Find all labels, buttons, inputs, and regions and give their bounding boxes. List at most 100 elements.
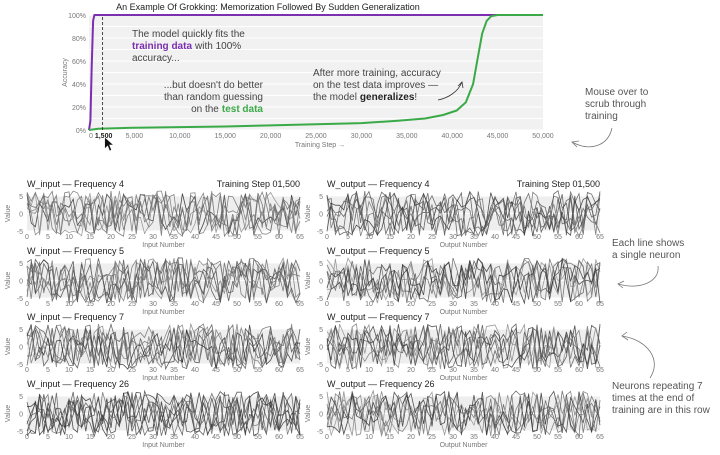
side-note-scrub-line1: Mouse over to	[585, 87, 649, 98]
panel-x-tick-label: 45	[512, 234, 520, 241]
panel-neuron-lines	[26, 190, 301, 238]
panel-x-tick-label: 55	[554, 367, 562, 374]
neuron-line	[326, 191, 601, 237]
panel-x-tick-label: 35	[470, 301, 478, 308]
panel-x-tick-label: 60	[575, 234, 583, 241]
annotation-arrowhead	[457, 81, 464, 89]
panel-title: W_input — Frequency 7	[27, 312, 124, 322]
neuron-line	[326, 323, 601, 370]
panel-x-axis-label: Output Number	[440, 242, 489, 249]
panel-x-tick-label: 5	[346, 234, 350, 241]
panel-x-tick-label: 10	[365, 234, 373, 241]
panel-x-tick-label: 55	[254, 367, 262, 374]
neuron-line	[326, 323, 601, 369]
panel-x-tick-label: 35	[170, 234, 178, 241]
step-cursor[interactable]: 1,500	[95, 17, 115, 152]
neuron-line	[26, 391, 301, 438]
side-note-repeat: Neurons repeating 7 times at the end of …	[612, 331, 711, 416]
neuron-line	[26, 257, 301, 304]
side-note-neuron-arrowhead	[617, 280, 625, 289]
panel-x-tick-label: 65	[296, 234, 304, 241]
panel-x-tick-label: 45	[512, 367, 520, 374]
panel-y-tick-label: 0	[319, 279, 323, 286]
panel-title: W_output — Frequency 7	[327, 312, 430, 322]
side-note-repeat-arrow	[621, 335, 655, 379]
panel-x-tick-label: 35	[470, 434, 478, 441]
panel-x-tick-label: 65	[296, 301, 304, 308]
panel-y-axis-label: Value	[305, 272, 312, 289]
panel-x-tick-label: 65	[296, 434, 304, 441]
neuron-line	[26, 392, 301, 437]
panel-y-tick-label: -5	[17, 296, 23, 303]
panel-neuron-lines	[26, 322, 301, 371]
panel-y-tick-label: 5	[19, 194, 23, 201]
panel-x-tick-label: 20	[407, 367, 415, 374]
y-tick-label: 80%	[72, 36, 86, 43]
panel-y-axis-label: Value	[305, 205, 312, 222]
panel-y-axis-label: Value	[305, 405, 312, 422]
panel-x-tick-label: 20	[407, 234, 415, 241]
panel-x-tick-label: 10	[65, 234, 73, 241]
panel-y-tick-label: -5	[317, 229, 323, 236]
panel-x-tick-label: 0	[325, 301, 329, 308]
panel-neuron-lines	[326, 323, 601, 370]
panel-x-tick-label: 55	[554, 301, 562, 308]
panel-x-tick-label: 50	[533, 234, 541, 241]
panel-x-tick-label: 25	[428, 234, 436, 241]
panel-x-tick-label: 40	[191, 234, 199, 241]
panel-x-tick-label: 25	[428, 301, 436, 308]
panel-title: W_output — Frequency 4	[327, 179, 430, 189]
annotation-test-line2: than random guessing	[164, 92, 263, 103]
panel-x-tick-label: 50	[533, 367, 541, 374]
panel-y-tick-label: 0	[19, 212, 23, 219]
panel-y-tick-label: -5	[17, 429, 23, 436]
side-note-scrub-arrowhead	[571, 140, 580, 148]
panel-neuron-lines	[26, 389, 301, 438]
annotation-test-bold: test data	[222, 104, 264, 115]
panel-y-tick-label: 5	[19, 327, 23, 334]
side-note-scrub: Mouse over to scrub through training	[571, 87, 649, 148]
panel-x-tick-label: 25	[128, 367, 136, 374]
panel-x-tick-label: 15	[86, 434, 94, 441]
annotation-gen-line1: After more training, accuracy	[313, 68, 441, 79]
panel-title: W_input — Frequency 26	[27, 379, 129, 389]
panel-title: W_output — Frequency 26	[327, 379, 435, 389]
panel-x-tick-label: 45	[512, 301, 520, 308]
accuracy-chart[interactable]: 0% 20% 40% 60% 80% 100% 0 5,000 10,000 15,000 20,…	[62, 13, 554, 152]
panel-neuron-lines	[326, 190, 601, 238]
panel-x-tick-label: 10	[65, 367, 73, 374]
panel-x-tick-label: 60	[575, 301, 583, 308]
step-cursor-label: 1,500	[95, 133, 113, 140]
panel-x-tick-label: 20	[107, 367, 115, 374]
mouse-pointer-icon	[104, 136, 115, 152]
neuron-line	[326, 392, 601, 437]
panel-x-tick-label: 45	[512, 434, 520, 441]
panel-x-tick-label: 5	[346, 434, 350, 441]
x-tick-label: 40,000	[441, 133, 463, 140]
x-tick-label: 45,000	[487, 133, 509, 140]
neuron-line	[326, 257, 601, 303]
panel-x-tick-label: 30	[449, 301, 457, 308]
panel-neuron-lines	[326, 389, 601, 438]
panel-x-tick-label: 10	[65, 434, 73, 441]
panel-x-axis-label: Input Number	[142, 375, 185, 382]
neuron-line	[326, 193, 601, 237]
panel-y-tick-label: -5	[17, 362, 23, 369]
annotation-gen-bold: generalizes	[360, 92, 415, 103]
panel-y-tick-label: -5	[317, 296, 323, 303]
panel-x-tick-label: 15	[86, 367, 94, 374]
neuron-line	[326, 390, 601, 436]
neuron-line	[26, 391, 301, 436]
side-note-repeat-line3: training are in this row	[612, 405, 711, 416]
series-train-line	[88, 14, 543, 131]
side-note-repeat-line1: Neurons repeating 7	[612, 381, 703, 392]
panel-x-tick-label: 15	[386, 434, 394, 441]
side-note-neuron-arrow	[617, 265, 659, 287]
panel-x-axis-label: Output Number	[440, 309, 489, 316]
panel-x-tick-label: 45	[212, 301, 220, 308]
neuron-line	[26, 259, 301, 304]
